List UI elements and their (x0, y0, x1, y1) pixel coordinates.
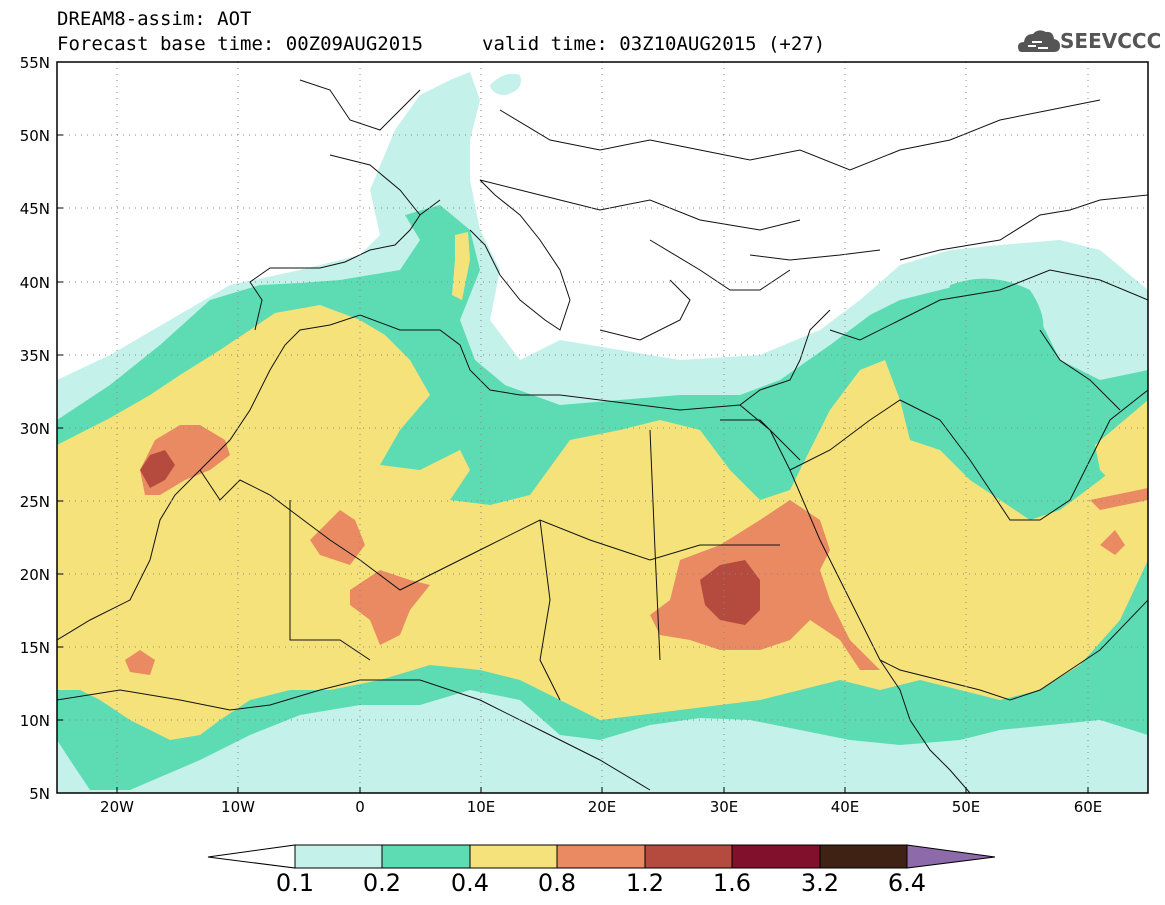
aot-band-0.8-sudan (650, 500, 880, 670)
valid-time: valid time: 03Z10AUG2015 (+27) (482, 33, 826, 55)
map-title: DREAM8-assim: AOT (57, 8, 252, 30)
aot-band-1.2-morocco (140, 450, 175, 488)
lat-label-15n: 15N (19, 639, 50, 657)
lat-label-5n: 5N (29, 785, 50, 803)
aot-band-0.4 (57, 305, 1148, 740)
lat-label-20n: 20N (19, 566, 50, 584)
lat-label-55n: 55N (19, 54, 50, 72)
colorbar-bin-2 (381, 844, 471, 869)
lon-label-20w: 20W (100, 798, 134, 816)
axis-ticks (57, 61, 1089, 793)
colorbar-bin-3 (469, 844, 558, 869)
colorbar-label-1.6: 1.6 (712, 869, 752, 897)
aot-band-0.4-gulf (1095, 400, 1148, 495)
lon-label-50e: 50E (951, 798, 981, 816)
colorbar-bin-7 (819, 844, 908, 869)
aot-band-0.4-corsica (452, 232, 470, 300)
lon-label-40e: 40E (830, 798, 860, 816)
colorbar-bin-4 (556, 844, 646, 869)
colorbar-label-0.2: 0.2 (362, 869, 402, 897)
lon-label-60e: 60E (1073, 798, 1103, 816)
colorbar-bin-5 (644, 844, 733, 869)
lat-label-30n: 30N (19, 420, 50, 438)
forecast-base-time: Forecast base time: 00Z09AUG2015 (57, 33, 424, 55)
aot-band-0.8-oman (1100, 530, 1125, 555)
lat-label-25n: 25N (19, 493, 50, 511)
coastlines (57, 79, 1148, 793)
lon-label-0: 0 (355, 798, 365, 816)
logo-text: SEEVCCC (1060, 29, 1162, 53)
lon-label-10e: 10E (466, 798, 496, 816)
lat-label-10n: 10N (19, 712, 50, 730)
lat-label-35n: 35N (19, 347, 50, 365)
lat-label-50n: 50N (19, 127, 50, 145)
lon-label-10w: 10W (221, 798, 255, 816)
colorbar-bin-1 (294, 844, 383, 869)
lat-label-45n: 45N (19, 200, 50, 218)
aot-band-1.2-sudan (700, 560, 760, 625)
colorbar (207, 844, 996, 869)
colorbar-label-0.8: 0.8 (537, 869, 577, 897)
colorbar-label-3.2: 3.2 (800, 869, 840, 897)
aot-band-0.8-iran (1090, 488, 1148, 510)
colorbar-label-0.1: 0.1 (275, 869, 315, 897)
aot-band-0.1-north (490, 73, 521, 95)
aot-band-0.8-senegal (125, 650, 155, 675)
colorbar-extend-low (207, 844, 296, 869)
cloud-icon (1018, 30, 1060, 52)
lon-label-20e: 20E (587, 798, 617, 816)
colorbar-label-0.4: 0.4 (450, 869, 490, 897)
aot-band-0.8-mali (350, 570, 430, 645)
lat-label-40n: 40N (19, 274, 50, 292)
colorbar-label-6.4: 6.4 (887, 869, 927, 897)
aot-field (57, 62, 1148, 793)
colorbar-label-1.2: 1.2 (625, 869, 665, 897)
aot-band-0.8-mauritania (310, 510, 365, 565)
lon-label-30e: 30E (709, 798, 739, 816)
colorbar-extend-high (906, 844, 996, 869)
colorbar-bin-6 (731, 844, 821, 869)
